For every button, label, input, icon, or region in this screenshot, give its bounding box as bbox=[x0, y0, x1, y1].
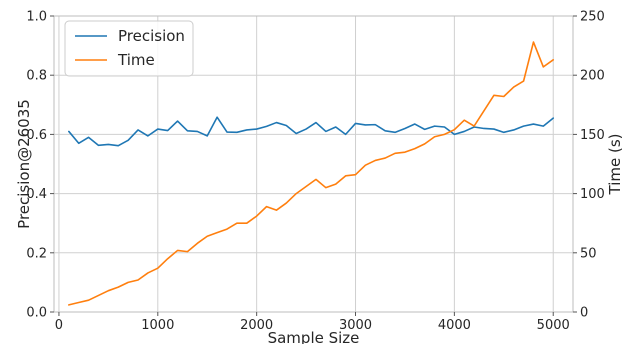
series-layer bbox=[68, 41, 555, 306]
y-left-tick-label: 0.6 bbox=[26, 128, 47, 143]
x-tick-label: 1000 bbox=[141, 318, 174, 333]
legend: Precision Time bbox=[64, 20, 194, 77]
y-axis-left-title: Precision@26035 bbox=[15, 99, 33, 229]
x-tick-label: 4000 bbox=[438, 318, 471, 333]
y-axis-right-title: Time (s) bbox=[606, 134, 624, 196]
y-axis-right-ticks: 0 50 100 150 200 250 bbox=[573, 10, 605, 321]
y-left-tick-label: 0.0 bbox=[26, 306, 47, 321]
plot-frame bbox=[53, 15, 574, 313]
y-left-tick-label: 1.0 bbox=[26, 10, 47, 25]
y-left-tick-label: 0.2 bbox=[26, 246, 47, 261]
legend-label-precision: Precision bbox=[118, 27, 185, 45]
x-tick-label: 5000 bbox=[537, 318, 570, 333]
legend-label-time: Time bbox=[117, 51, 155, 69]
y-right-tick-label: 250 bbox=[580, 10, 605, 25]
y-right-tick-label: 0 bbox=[580, 306, 588, 321]
x-axis-title: Sample Size bbox=[268, 329, 360, 344]
y-right-tick-label: 150 bbox=[580, 128, 605, 143]
x-tick-label: 2000 bbox=[240, 318, 273, 333]
x-axis-ticks: 0 1000 2000 3000 4000 5000 bbox=[55, 312, 570, 333]
y-axis-left-ticks: 0.0 0.2 0.4 0.6 0.8 1.0 bbox=[26, 10, 54, 321]
y-right-tick-label: 200 bbox=[580, 69, 605, 84]
x-tick-label: 0 bbox=[55, 318, 63, 333]
y-right-tick-label: 50 bbox=[580, 246, 597, 261]
series-line-time bbox=[68, 41, 555, 306]
x-tick-label: 3000 bbox=[339, 318, 372, 333]
series-line-precision bbox=[68, 116, 555, 147]
y-right-tick-label: 100 bbox=[580, 187, 605, 202]
y-left-tick-label: 0.8 bbox=[26, 69, 47, 84]
legend-box bbox=[64, 20, 194, 77]
y-left-tick-label: 0.4 bbox=[26, 187, 47, 202]
